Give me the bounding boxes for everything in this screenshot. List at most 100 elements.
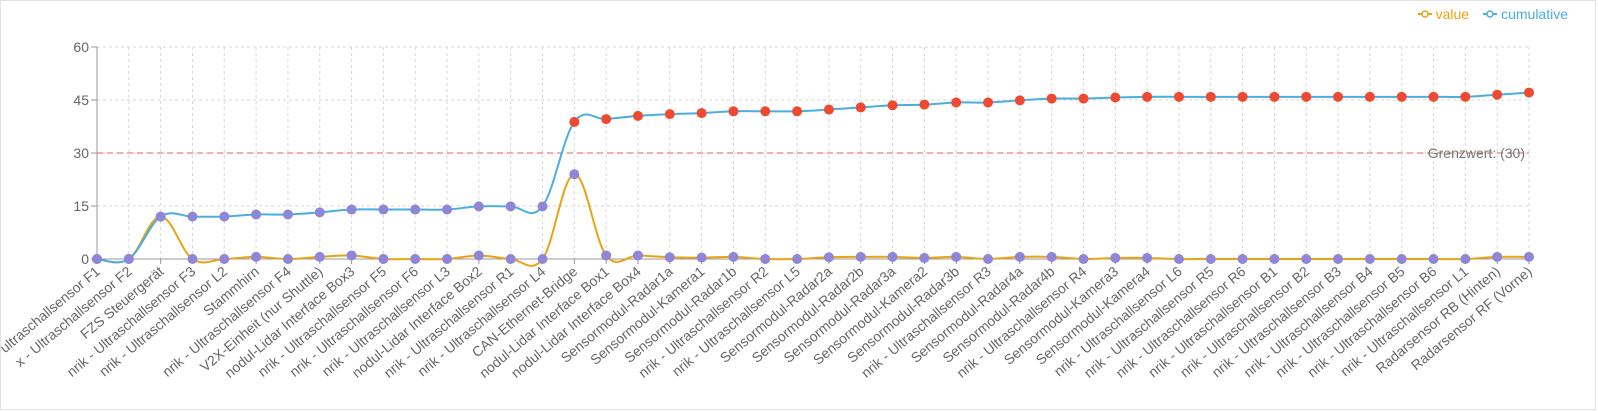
data-point-cumulative (1364, 91, 1375, 102)
data-point-cumulative (951, 97, 962, 108)
data-point-cumulative (155, 211, 166, 222)
data-point-cumulative (1237, 91, 1248, 102)
data-point-cumulative (601, 114, 612, 125)
data-point-value (442, 254, 453, 264)
data-point-value (1110, 252, 1121, 263)
data-point-cumulative (569, 116, 580, 127)
data-point-value (696, 252, 707, 263)
series-line-cumulative (96, 91, 1530, 264)
data-point-value (1364, 254, 1375, 264)
y-tick-label: 15 (73, 198, 89, 214)
data-point-value (1173, 254, 1184, 264)
data-point-cumulative (983, 97, 994, 108)
legend-line-marker-icon (1417, 10, 1432, 18)
data-point-cumulative (1301, 91, 1312, 102)
data-point-cumulative (1524, 87, 1534, 98)
data-point-value (728, 251, 739, 262)
y-tick-label: 30 (73, 145, 89, 161)
legend-item-cumulative[interactable]: cumulative (1483, 6, 1568, 22)
data-point-cumulative (1142, 91, 1153, 102)
data-point-cumulative (92, 254, 102, 264)
data-point-value (1428, 254, 1439, 264)
data-point-cumulative (823, 104, 834, 115)
data-point-cumulative (123, 254, 134, 264)
data-point-cumulative (378, 204, 389, 215)
data-point-cumulative (442, 204, 453, 215)
data-point-value (314, 251, 325, 262)
data-point-value (951, 251, 962, 262)
legend-item-value[interactable]: value (1417, 6, 1470, 22)
data-point-cumulative (1046, 93, 1057, 104)
data-point-value (378, 254, 389, 264)
data-point-cumulative (282, 209, 293, 220)
data-point-cumulative (473, 201, 484, 212)
threshold-label: Grenzwert: (30) (1428, 145, 1525, 161)
data-point-cumulative (855, 102, 866, 113)
data-point-value (855, 251, 866, 262)
data-point-value (1301, 254, 1312, 264)
data-point-cumulative (1333, 91, 1344, 102)
y-tick-label: 0 (81, 251, 89, 267)
data-point-cumulative (1078, 93, 1089, 104)
data-point-cumulative (792, 106, 803, 117)
data-point-cumulative (346, 204, 357, 215)
data-point-value (1333, 254, 1344, 264)
data-point-value (983, 254, 994, 264)
data-point-cumulative (728, 106, 739, 117)
data-point-cumulative (1396, 91, 1407, 102)
data-point-value (1142, 252, 1153, 263)
data-point-cumulative (760, 106, 771, 117)
data-point-cumulative (887, 100, 898, 111)
data-point-cumulative (919, 99, 930, 110)
data-point-value (1014, 251, 1025, 262)
data-point-cumulative (632, 110, 643, 121)
data-point-value (632, 250, 643, 261)
legend-label-cumulative: cumulative (1501, 6, 1568, 22)
data-point-value (1460, 254, 1471, 264)
data-point-cumulative (314, 207, 325, 218)
data-point-value (887, 251, 898, 262)
data-point-value (792, 254, 803, 264)
legend-label-value: value (1435, 6, 1470, 22)
data-point-cumulative (1428, 91, 1439, 102)
data-point-value (505, 254, 516, 264)
data-point-value (919, 252, 930, 263)
data-point-cumulative (219, 211, 230, 222)
data-point-value (410, 254, 421, 264)
data-point-value (1524, 251, 1534, 262)
y-tick-label: 45 (73, 92, 89, 108)
data-point-value (569, 169, 580, 180)
data-point-value (537, 254, 548, 264)
data-point-value (1237, 254, 1248, 264)
data-point-value (823, 252, 834, 263)
data-point-cumulative (696, 108, 707, 119)
data-point-cumulative (251, 209, 262, 220)
data-point-value (1046, 251, 1057, 262)
data-point-cumulative (537, 201, 548, 212)
data-point-cumulative (1110, 92, 1121, 103)
data-point-value (1492, 251, 1503, 262)
data-point-cumulative (1205, 91, 1216, 102)
data-point-value (282, 254, 293, 264)
data-point-cumulative (1269, 91, 1280, 102)
data-point-cumulative (187, 211, 198, 222)
data-point-value (760, 254, 771, 264)
data-point-cumulative (1173, 91, 1184, 102)
y-tick-label: 60 (73, 39, 89, 55)
data-point-value (664, 252, 675, 263)
data-point-cumulative (664, 109, 675, 120)
data-point-value (1396, 254, 1407, 264)
data-point-value (473, 250, 484, 261)
data-point-value (346, 250, 357, 261)
data-point-value (1205, 254, 1216, 264)
data-point-cumulative (410, 204, 421, 215)
data-point-value (1269, 254, 1280, 264)
legend-line-marker-icon (1483, 10, 1498, 18)
data-point-cumulative (1492, 89, 1503, 100)
data-point-value (219, 254, 230, 264)
legend: value cumulative (1417, 6, 1568, 22)
data-point-cumulative (1460, 91, 1471, 102)
data-point-value (601, 250, 612, 261)
